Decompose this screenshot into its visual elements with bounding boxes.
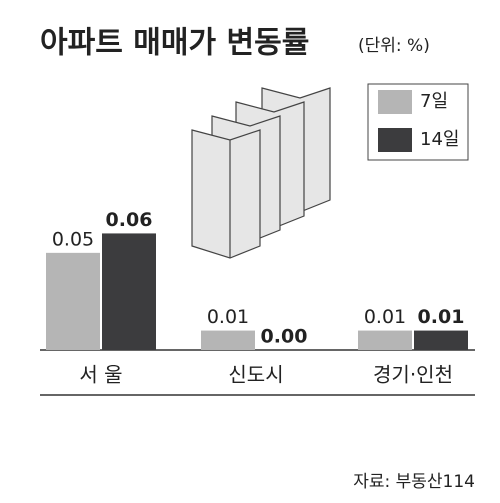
- x-tick-label: 경기·인천: [373, 363, 453, 387]
- chart-subtitle: (단위: %): [358, 36, 430, 56]
- value-label: 0.01: [418, 306, 465, 328]
- legend-label: 14일: [420, 129, 459, 150]
- bar: [201, 330, 255, 350]
- value-label: 0.06: [106, 209, 153, 231]
- value-label: 0.00: [261, 326, 308, 348]
- x-tick-label: 신도시: [228, 363, 283, 387]
- legend-label: 7일: [420, 91, 448, 112]
- bar: [46, 252, 100, 350]
- chart-title: 아파트 매매가 변동률: [40, 26, 309, 61]
- value-label: 0.01: [207, 306, 249, 328]
- bar: [414, 330, 468, 350]
- value-label: 0.01: [364, 306, 406, 328]
- x-tick-label: 서 울: [79, 363, 122, 387]
- legend-swatch: [378, 90, 412, 114]
- legend-swatch: [378, 128, 412, 152]
- bar: [358, 330, 412, 350]
- bar: [102, 233, 156, 350]
- value-label: 0.05: [52, 228, 94, 250]
- source: 자료: 부동산114: [353, 472, 475, 492]
- buildings-illustration: [191, 87, 331, 259]
